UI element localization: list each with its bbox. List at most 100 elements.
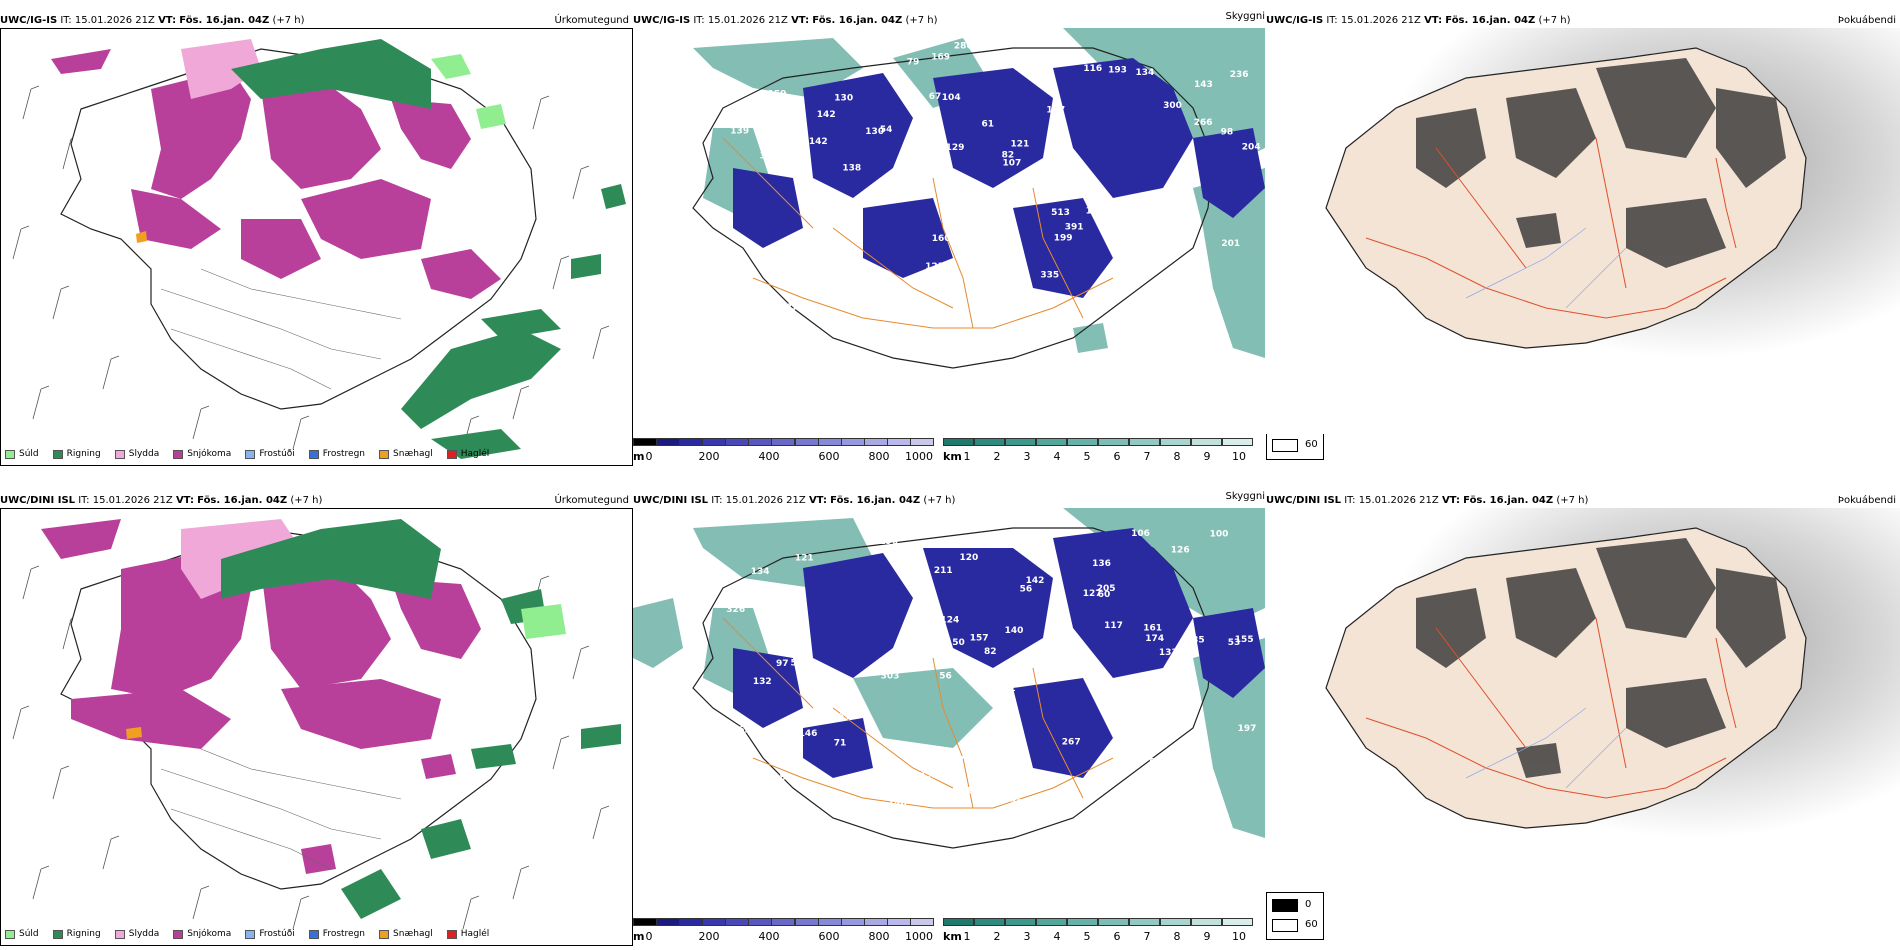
colorbar-segment <box>1098 438 1129 446</box>
panel-header: UWC/DINI ISL IT: 15.01.2026 21Z VT: Fös.… <box>0 494 322 508</box>
ceiling-value-label: 303 <box>881 671 900 681</box>
ceiling-value-label: 126 <box>1171 545 1190 555</box>
colorbar-segment <box>974 438 1005 446</box>
precip-map-bottom <box>12 519 621 930</box>
legend-label: Rigning <box>66 449 101 459</box>
colorbar-segment <box>1191 438 1222 446</box>
colorbar-segment <box>794 438 819 446</box>
panel-title: Skyggni <box>1225 11 1265 22</box>
ceiling-value-label: 204 <box>1242 142 1261 152</box>
ceiling-value-label: 134 <box>751 567 770 577</box>
colorbar-segment <box>748 438 773 446</box>
ceiling-value-label: 138 <box>842 164 861 174</box>
lead-time: (+7 h) <box>290 495 323 506</box>
ceiling-value-label: 104 <box>942 93 961 103</box>
visibility-tick: 2 <box>993 450 1001 463</box>
it-label: IT: <box>78 495 90 506</box>
visibility-tick: 4 <box>1053 450 1061 463</box>
vt-value: Fös. 16.jan. 04Z <box>830 495 921 506</box>
ceiling-value-label: 117 <box>1104 621 1123 631</box>
visibility-tick: 3 <box>1023 450 1031 463</box>
ceiling-value-label: 286 <box>954 42 973 52</box>
ceiling-value-label: 150 <box>946 638 965 648</box>
visibility-tick: 10 <box>1232 450 1246 463</box>
it-label: IT: <box>711 495 723 506</box>
fog-rivers <box>1465 707 1627 789</box>
legend-label: Snjókoma <box>187 929 232 939</box>
ceiling-value-label: 141 <box>1009 533 1028 543</box>
ceiling-value-label: 56 <box>1020 584 1033 594</box>
ceiling-value-label: 122 <box>873 288 892 298</box>
it-value: 15.01.2026 21Z <box>725 495 806 506</box>
legend-swatch <box>173 929 184 939</box>
legend-swatch <box>114 929 125 939</box>
vt-label: VT: <box>1441 495 1460 506</box>
ceiling-value-label: 123 <box>925 262 944 272</box>
vt-value: Fös. 16.jan. 04Z <box>1445 15 1536 26</box>
vt-label: VT: <box>791 15 810 26</box>
ceiling-value-label: 267 <box>1062 737 1081 747</box>
ceiling-value-label: 55 <box>738 286 751 296</box>
panel-title: Úrkomutegund <box>554 495 629 506</box>
ceiling-value-label: 130 <box>865 127 884 137</box>
legend-swatch <box>379 449 390 459</box>
ceiling-value-label: 513 <box>1051 208 1070 218</box>
ceiling-value-label: 82 <box>783 307 796 317</box>
colorbar-segment <box>1067 918 1098 926</box>
colorbar-segment <box>840 918 865 926</box>
legend-item: Snjókoma <box>173 449 231 459</box>
legend-label: Snjókoma <box>187 449 232 459</box>
ceiling-value-label: 161 <box>1143 624 1162 634</box>
ceiling-labels-top: 3293581431261378767614954551091041211581… <box>730 42 1260 328</box>
ceiling-value-label: 124 <box>941 615 960 625</box>
visibility-tick: 1 <box>963 930 971 943</box>
vt-label: VT: <box>175 495 194 506</box>
legend-label: Frostregn <box>322 449 366 459</box>
ceiling-tick: 0 <box>645 930 653 943</box>
iceland-outline <box>692 527 1214 849</box>
ceiling-value-label: 116 <box>1083 64 1102 74</box>
colorbar-segment <box>863 918 888 926</box>
legend-item: Frostúði <box>245 929 295 939</box>
ceiling-value-label: 142 <box>817 110 836 120</box>
precip-panel-top: UWC/IG-IS IT: 15.01.2026 21Z VT: Fös. 16… <box>0 14 633 466</box>
colorbar-segment <box>656 918 681 926</box>
cloud-key-swatch-white <box>1272 919 1298 932</box>
panel-title: Þokuábendi <box>1837 495 1896 506</box>
legend-item: Rigning <box>52 449 101 459</box>
ceiling-value-label: 224 <box>785 318 804 328</box>
ceiling-value-label: 514 <box>997 667 1016 677</box>
colorbar-segment <box>656 438 681 446</box>
ceiling-value-label: 335 <box>1040 271 1059 281</box>
panel-header: UWC/IG-IS IT: 15.01.2026 21Z VT: Fös. 16… <box>633 14 938 28</box>
visibility-colorbar-bottom: km 1 2 3 4 5 6 7 8 9 10 <box>943 918 1253 944</box>
fog-panel-top: UWC/IG-IS IT: 15.01.2026 21Z VT: Fös. 16… <box>1266 14 1900 434</box>
legend-swatch <box>379 929 390 939</box>
colorbar-segment <box>1160 438 1191 446</box>
visibility-tick: 10 <box>1232 930 1246 943</box>
ceiling-value-label: 97 <box>776 659 789 669</box>
ceiling-value-label: 106 <box>1131 529 1150 539</box>
it-label: IT: <box>1326 15 1338 26</box>
visibility-unit: km <box>943 450 962 463</box>
colorbar-segment <box>748 918 773 926</box>
ceiling-tick: 400 <box>758 930 780 943</box>
ceiling-unit: m <box>633 450 645 463</box>
legend-item: Snæhagl <box>379 929 433 939</box>
model-name: UWC/DINI ISL <box>0 495 76 506</box>
ceiling-value-label: 236 <box>1230 70 1249 80</box>
lead-time: (+7 h) <box>272 15 305 26</box>
ceiling-value-label: 49 <box>777 243 790 253</box>
ceiling-value-label: 188 <box>934 271 953 281</box>
road-network <box>722 617 1114 809</box>
cloud-key-swatch-white <box>1272 439 1298 452</box>
ceiling-value-label: 67 <box>929 92 942 102</box>
vt-label: VT: <box>158 15 177 26</box>
ceiling-tick: 800 <box>868 450 890 463</box>
snow-areas <box>51 49 501 299</box>
ceiling-value-label: 157 <box>970 634 989 644</box>
ceiling-value-label: 391 <box>1065 222 1084 232</box>
ceiling-value-label: 51 <box>1003 684 1016 694</box>
ceiling-value-label: 169 <box>785 630 804 640</box>
ceiling-value-label: 131 <box>744 304 763 314</box>
